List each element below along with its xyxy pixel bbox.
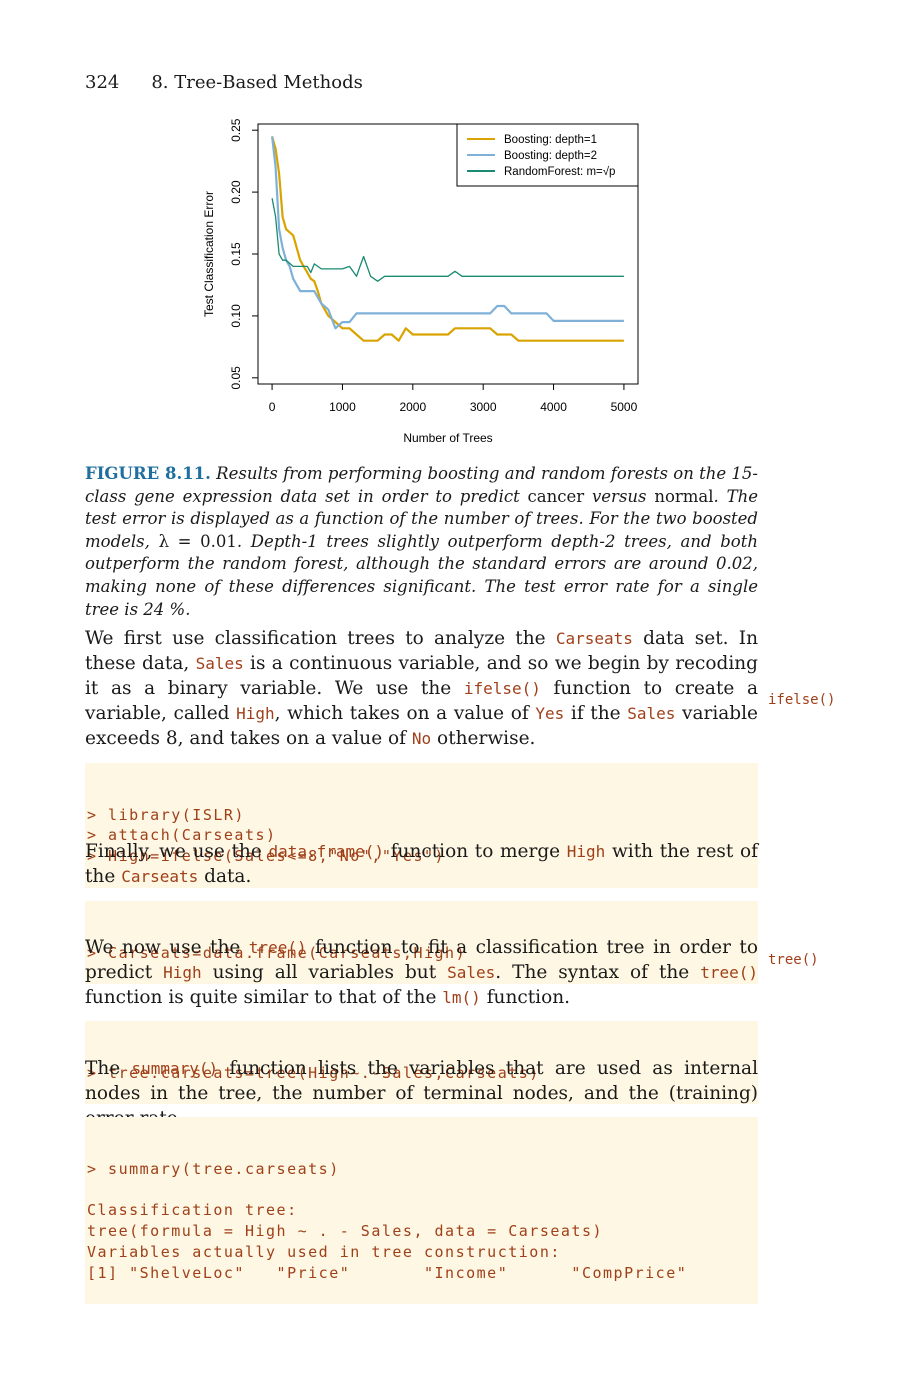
series-line-3	[271, 198, 624, 282]
paragraph-4: The summary() function lists the variabl…	[85, 1058, 758, 1129]
paragraph-1: We first use classification trees to ana…	[85, 628, 759, 749]
legend-entry-3: RandomForest: m=√p	[504, 165, 615, 178]
legend-entry-1: Boosting: depth=1	[504, 134, 597, 146]
x-tick-label: 5000	[611, 400, 638, 414]
legend-entry-2: Boosting: depth=2	[504, 150, 597, 162]
paragraph-3: We now use the tree() function to fit a …	[85, 937, 759, 1008]
x-tick-label: 2000	[399, 400, 426, 414]
x-tick-label: 1000	[329, 400, 356, 414]
series-line-1	[271, 136, 624, 342]
y-tick-label: 0.05	[229, 366, 243, 390]
margin-note-tree: tree()	[768, 952, 819, 968]
chapter-title: 8. Tree-Based Methods	[151, 72, 363, 93]
series-line-2	[271, 136, 624, 330]
y-tick-label: 0.10	[229, 304, 243, 328]
page-number: 324	[85, 72, 120, 93]
x-tick-label: 0	[269, 400, 276, 414]
y-tick-label: 0.15	[229, 242, 243, 266]
code-block-2: > Carseats=data.frame(Carseats,High)	[85, 901, 758, 985]
test-error-chart: 0 1000 2000 3000 4000 5000 0.05 0.10 0.15 0.20 0.2…	[202, 118, 639, 445]
code-block-4: > summary(tree.carseats) Classification t…	[85, 1117, 758, 1305]
figure-caption: FIGURE 8.11. Results from performing boo…	[85, 464, 759, 619]
figure-label: FIGURE 8.11.	[85, 464, 211, 483]
x-tick-label: 3000	[470, 400, 497, 414]
x-tick-label: 4000	[540, 400, 567, 414]
margin-note-ifelse: ifelse()	[768, 692, 836, 708]
page-header: 324 8. Tree-Based Methods	[85, 72, 363, 93]
code-block-1: > library(ISLR) > attach(Carseats) > High=…	[85, 763, 758, 888]
y-axis-label: Test Classification Error	[202, 191, 216, 317]
y-tick-label: 0.25	[229, 118, 243, 142]
y-tick-label: 0.20	[229, 180, 243, 204]
paragraph-2: Finally, we use the data.frame() functio…	[85, 841, 758, 887]
code-block-3: > tree.carseats=tree(High∼.-Sales,Carsea…	[85, 1021, 758, 1105]
x-axis-label: Number of Trees	[403, 431, 492, 445]
